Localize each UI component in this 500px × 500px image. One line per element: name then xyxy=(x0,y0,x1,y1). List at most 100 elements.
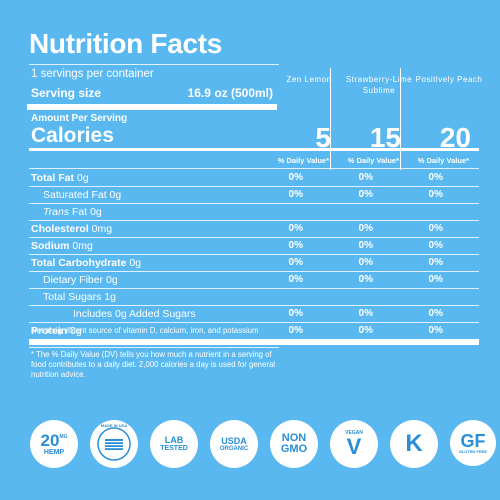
column-divider xyxy=(330,68,331,170)
divider xyxy=(29,305,479,306)
nutrient-label: Sodium 0mg xyxy=(31,240,93,252)
daily-value-cell: 0% xyxy=(428,223,443,234)
daily-value-cell: 0% xyxy=(288,308,303,319)
flavor-header-peach: Positively Peach xyxy=(415,75,483,84)
non-line1: NON xyxy=(281,432,307,444)
amount-per-serving: Amount Per Serving xyxy=(31,113,128,124)
flavor-header-strawberry-lime: Strawberry-Lime Sublime xyxy=(345,75,413,95)
dv-header-1: % Daily Value* xyxy=(277,156,329,165)
table-row: Trans Fat 0g xyxy=(31,203,487,221)
hemp-badge: 20 MG HEMP xyxy=(30,420,78,468)
divider xyxy=(29,339,479,345)
servings-per-container: 1 servings per container xyxy=(31,68,154,80)
hemp-amount: 20 xyxy=(40,431,60,450)
table-row: Dietary Fiber 0g 0% 0% 0% xyxy=(31,271,487,289)
non-line2: GMO xyxy=(280,443,308,455)
daily-value-cell: 0% xyxy=(428,325,443,336)
nutrient-amount: 0mg xyxy=(69,240,93,252)
divider xyxy=(29,254,479,255)
lab-line2: TESTED xyxy=(160,445,188,452)
table-row: Total Fat 0g 0% 0% 0% xyxy=(31,169,487,187)
nutrient-amount: 0mg xyxy=(88,223,113,235)
daily-value-cell: 0% xyxy=(358,240,373,251)
lab-tested-badge: LAB TESTED xyxy=(150,420,198,468)
divider xyxy=(27,104,277,110)
footnote-nutrients: Not a significant source of vitamin D, c… xyxy=(31,326,259,335)
hemp-label: HEMP xyxy=(43,449,65,456)
daily-value-cell: 0% xyxy=(358,325,373,336)
calories-zen-lemon: 5 xyxy=(315,122,331,153)
nutrient-label: Total Carbohydrate 0g xyxy=(31,257,141,269)
kosher-icon: K xyxy=(405,430,423,457)
dv-header-2: % Daily Value* xyxy=(347,156,399,165)
daily-value-cell: 0% xyxy=(358,172,373,183)
divider xyxy=(29,288,479,289)
nutrient-label: Saturated Fat 0g xyxy=(43,189,121,201)
daily-value-cell: 0% xyxy=(288,274,303,285)
nutrient-name-italic: Trans xyxy=(43,206,70,218)
column-divider xyxy=(400,68,401,170)
divider xyxy=(29,186,479,187)
daily-value-cell: 0% xyxy=(288,240,303,251)
table-row: Sodium 0mg 0% 0% 0% xyxy=(31,237,487,255)
kosher-badge: K xyxy=(390,420,438,468)
divider xyxy=(29,322,479,323)
serving-size-label: Serving size xyxy=(31,86,102,100)
nutrient-amount: Fat 0g xyxy=(69,206,102,218)
flavor-header-zen-lemon: Zen Lemon xyxy=(286,75,332,84)
nutrient-amount: Saturated Fat 0g xyxy=(43,189,122,201)
daily-value-cell: 0% xyxy=(358,308,373,319)
daily-value-cell: 0% xyxy=(358,189,373,200)
nutrient-name: Total Carbohydrate xyxy=(31,257,127,269)
daily-value-cell: 0% xyxy=(428,274,443,285)
divider xyxy=(29,220,479,221)
calories-peach: 20 xyxy=(439,122,471,153)
nutrient-label: Includes 0g Added Sugars xyxy=(73,308,196,320)
nutrient-amount: Dietary Fiber 0g xyxy=(43,274,118,286)
non-gmo-badge: NON GMO xyxy=(270,420,318,468)
nutrient-name: Protein xyxy=(31,325,68,337)
table-row: Cholesterol 0mg 0% 0% 0% xyxy=(31,220,487,238)
nutrient-label: Cholesterol 0mg xyxy=(31,223,112,235)
usa-label: MADE IN USA xyxy=(100,423,128,428)
divider xyxy=(29,203,479,204)
nutrient-label: Dietary Fiber 0g xyxy=(43,274,118,286)
nutrient-label: Trans Fat 0g xyxy=(43,206,102,218)
daily-value-cell: 0% xyxy=(288,189,303,200)
table-row: Includes 0g Added Sugars 0% 0% 0% xyxy=(31,305,487,323)
nutrient-amount: Includes 0g Added Sugars xyxy=(73,308,196,320)
table-row: Protein 0g 0% 0% 0% xyxy=(31,322,487,340)
table-row: Total Sugars 1g xyxy=(31,288,487,306)
nutrition-facts-title: Nutrition Facts xyxy=(29,28,223,59)
vegan-badge: VEGAN V xyxy=(330,420,378,468)
footnote-daily-value: * The % Daily Value (DV) tells you how m… xyxy=(31,350,276,379)
calories-strawberry-lime: 15 xyxy=(369,122,401,153)
gluten-free-icon: GF xyxy=(460,431,486,451)
nutrient-name: Cholesterol xyxy=(31,223,89,235)
dv-header-3: % Daily Value* xyxy=(417,156,469,165)
daily-value-cell: 0% xyxy=(358,274,373,285)
daily-value-cell: 0% xyxy=(358,223,373,234)
divider xyxy=(29,168,479,169)
divider xyxy=(29,271,479,272)
daily-value-cell: 0% xyxy=(288,223,303,234)
hemp-unit: MG xyxy=(59,434,68,440)
nutrient-name: Total Fat xyxy=(31,172,74,184)
nutrition-facts-panel: Nutrition Facts 1 servings per container… xyxy=(23,28,482,398)
divider xyxy=(29,347,279,348)
nutrient-label: Total Fat 0g xyxy=(31,172,89,184)
daily-value-cell: 0% xyxy=(428,257,443,268)
daily-value-cell: 0% xyxy=(288,325,303,336)
daily-value-cell: 0% xyxy=(288,257,303,268)
serving-size: Serving size 16.9 oz (500ml) xyxy=(31,86,273,100)
serving-size-value: 16.9 oz (500ml) xyxy=(187,86,273,100)
nutrient-amount: 0g xyxy=(67,325,82,337)
nutrient-label: Protein 0g xyxy=(31,325,82,337)
calories-label: Calories xyxy=(31,124,114,147)
nutrient-name: Sodium xyxy=(31,240,70,252)
daily-value-cell: 0% xyxy=(288,172,303,183)
nutrient-amount: Total Sugars 1g xyxy=(43,291,116,303)
usa-flag-icon xyxy=(97,427,131,461)
gluten-free-badge: GF GLUTEN FREE xyxy=(450,420,496,466)
nutrient-label: Total Sugars 1g xyxy=(43,291,116,303)
